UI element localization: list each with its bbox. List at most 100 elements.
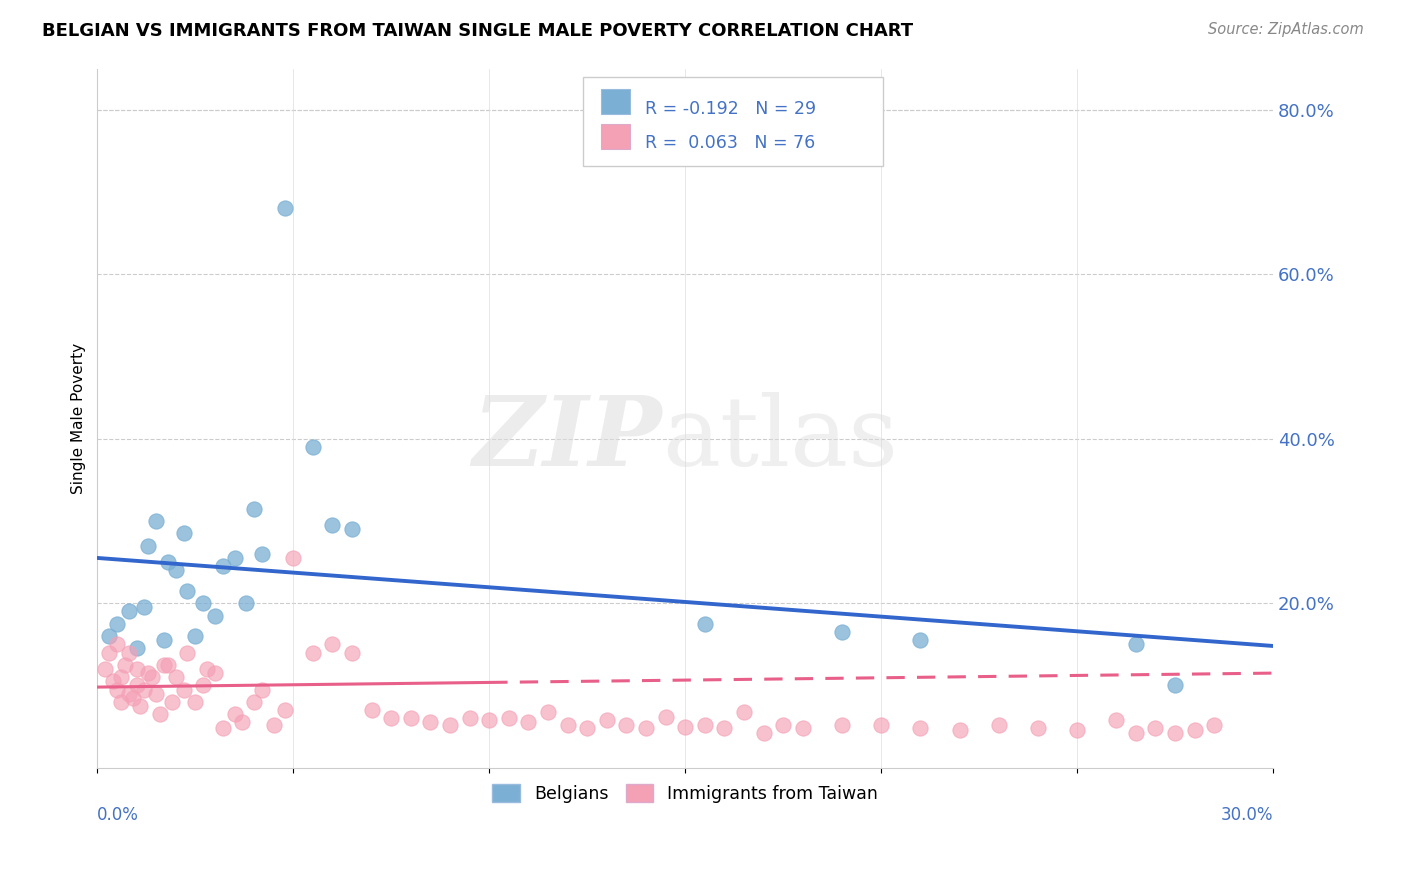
Point <box>910 721 932 735</box>
Point <box>105 616 128 631</box>
Point <box>340 522 363 536</box>
Point <box>274 202 297 216</box>
Point <box>204 608 226 623</box>
Point <box>105 637 128 651</box>
Point <box>136 539 159 553</box>
Point <box>634 721 657 735</box>
Point <box>616 718 638 732</box>
Point <box>110 695 132 709</box>
Point <box>184 629 207 643</box>
Point <box>211 559 233 574</box>
Point <box>1144 721 1167 735</box>
Point <box>419 715 441 730</box>
Point <box>231 715 253 730</box>
Text: R = -0.192   N = 29: R = -0.192 N = 29 <box>645 100 817 118</box>
Point <box>191 678 214 692</box>
Point <box>153 633 176 648</box>
Point <box>224 707 246 722</box>
Point <box>557 718 579 732</box>
Point <box>576 721 599 735</box>
Point <box>243 501 266 516</box>
Point <box>165 563 187 577</box>
Text: Source: ZipAtlas.com: Source: ZipAtlas.com <box>1208 22 1364 37</box>
Point <box>360 703 382 717</box>
Point <box>693 616 716 631</box>
Point <box>114 657 136 672</box>
Point <box>156 657 179 672</box>
Point <box>101 674 124 689</box>
Point <box>235 596 257 610</box>
Point <box>439 718 461 732</box>
Point <box>110 670 132 684</box>
Point <box>596 713 619 727</box>
Text: 0.0%: 0.0% <box>97 806 139 824</box>
Point <box>118 687 141 701</box>
Point <box>125 678 148 692</box>
Point <box>752 726 775 740</box>
Point <box>263 718 285 732</box>
Point <box>149 707 172 722</box>
Point <box>118 646 141 660</box>
Point <box>118 604 141 618</box>
Point <box>134 600 156 615</box>
Point <box>125 662 148 676</box>
Point <box>176 646 198 660</box>
Point <box>792 721 814 735</box>
Point <box>160 695 183 709</box>
Point <box>340 646 363 660</box>
Point <box>250 682 273 697</box>
Point <box>1026 721 1049 735</box>
Point <box>713 721 735 735</box>
Point <box>1125 726 1147 740</box>
Point <box>173 526 195 541</box>
Point <box>156 555 179 569</box>
Point <box>517 715 540 730</box>
Point <box>458 711 481 725</box>
Point <box>105 682 128 697</box>
Point <box>910 633 932 648</box>
Point <box>537 705 560 719</box>
Point <box>121 690 143 705</box>
Point <box>141 670 163 684</box>
Y-axis label: Single Male Poverty: Single Male Poverty <box>72 343 86 493</box>
Point <box>204 666 226 681</box>
Point <box>125 641 148 656</box>
Legend: Belgians, Immigrants from Taiwan: Belgians, Immigrants from Taiwan <box>484 775 887 812</box>
Point <box>195 662 218 676</box>
Point <box>1184 723 1206 737</box>
Point <box>321 518 343 533</box>
Point <box>1105 713 1128 727</box>
Point <box>380 711 402 725</box>
Point <box>94 662 117 676</box>
Point <box>831 718 853 732</box>
Point <box>274 703 297 717</box>
Point <box>134 682 156 697</box>
Point <box>478 713 501 727</box>
Point <box>399 711 422 725</box>
Point <box>224 551 246 566</box>
Point <box>176 583 198 598</box>
Point <box>733 705 755 719</box>
Point <box>302 646 325 660</box>
Point <box>870 718 893 732</box>
Point <box>1164 726 1187 740</box>
Text: ZIP: ZIP <box>472 392 662 486</box>
FancyBboxPatch shape <box>600 89 630 114</box>
Point <box>302 440 325 454</box>
Point <box>165 670 187 684</box>
Point <box>283 551 305 566</box>
Point <box>98 629 121 643</box>
Point <box>948 723 970 737</box>
Text: R =  0.063   N = 76: R = 0.063 N = 76 <box>645 134 815 152</box>
FancyBboxPatch shape <box>600 125 630 149</box>
Point <box>693 718 716 732</box>
Point <box>145 687 167 701</box>
Point <box>250 547 273 561</box>
Point <box>831 624 853 639</box>
Point <box>673 720 696 734</box>
Point <box>173 682 195 697</box>
Point <box>191 596 214 610</box>
Text: BELGIAN VS IMMIGRANTS FROM TAIWAN SINGLE MALE POVERTY CORRELATION CHART: BELGIAN VS IMMIGRANTS FROM TAIWAN SINGLE… <box>42 22 914 40</box>
Point <box>136 666 159 681</box>
Point <box>987 718 1010 732</box>
